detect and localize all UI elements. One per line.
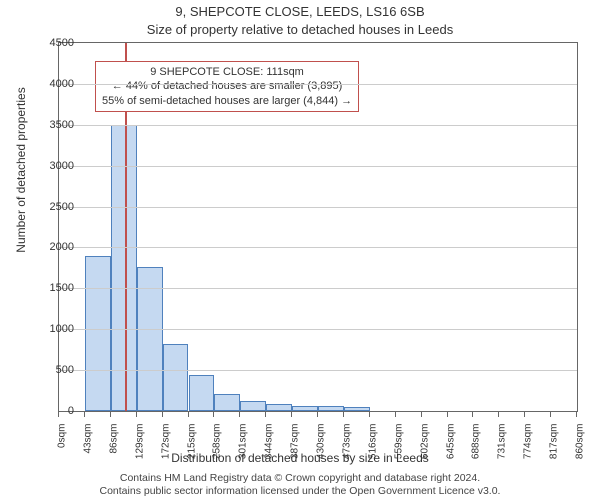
xtick-mark — [162, 412, 163, 417]
gridline-h — [59, 125, 577, 126]
xtick-mark — [576, 412, 577, 417]
xtick-label: 688sqm — [471, 424, 482, 474]
annotation-line1: 9 SHEPCOTE CLOSE: 111sqm — [102, 65, 352, 79]
histogram-bar — [266, 404, 292, 411]
chart-figure: 9, SHEPCOTE CLOSE, LEEDS, LS16 6SB Size … — [0, 0, 600, 500]
gridline-h — [59, 288, 577, 289]
xtick-mark — [498, 412, 499, 417]
xtick-mark — [421, 412, 422, 417]
xtick-mark — [110, 412, 111, 417]
xtick-mark — [524, 412, 525, 417]
xtick-mark — [447, 412, 448, 417]
xtick-mark — [58, 412, 59, 417]
xtick-label: 774sqm — [523, 424, 534, 474]
xtick-label: 43sqm — [82, 424, 93, 474]
footer-line1: Contains HM Land Registry data © Crown c… — [0, 472, 600, 485]
histogram-bar — [318, 406, 344, 411]
histogram-bar — [344, 407, 370, 411]
ytick-label: 2000 — [34, 241, 74, 253]
xtick-label: 129sqm — [134, 424, 145, 474]
ytick-label: 3500 — [34, 119, 74, 131]
xtick-mark — [343, 412, 344, 417]
xtick-mark — [550, 412, 551, 417]
ytick-label: 1000 — [34, 323, 74, 335]
chart-title: 9, SHEPCOTE CLOSE, LEEDS, LS16 6SB — [0, 4, 600, 19]
xtick-mark — [369, 412, 370, 417]
ytick-label: 1500 — [34, 282, 74, 294]
xtick-label: 731sqm — [497, 424, 508, 474]
xtick-mark — [395, 412, 396, 417]
histogram-bar — [85, 256, 111, 411]
xtick-label: 387sqm — [290, 424, 301, 474]
xtick-label: 258sqm — [212, 424, 223, 474]
xtick-label: 301sqm — [238, 424, 249, 474]
histogram-bar — [163, 344, 189, 411]
xtick-mark — [239, 412, 240, 417]
histogram-bar — [214, 394, 240, 411]
xtick-label: 344sqm — [264, 424, 275, 474]
ytick-label: 500 — [34, 364, 74, 376]
xtick-label: 817sqm — [549, 424, 560, 474]
footer-attribution: Contains HM Land Registry data © Crown c… — [0, 472, 600, 498]
xtick-mark — [84, 412, 85, 417]
gridline-h — [59, 166, 577, 167]
plot-area: 9 SHEPCOTE CLOSE: 111sqm ← 44% of detach… — [58, 42, 578, 412]
xtick-label: 0sqm — [57, 424, 68, 474]
annotation-line3: 55% of semi-detached houses are larger (… — [102, 94, 352, 108]
xtick-mark — [291, 412, 292, 417]
gridline-h — [59, 329, 577, 330]
ytick-label: 4500 — [34, 37, 74, 49]
histogram-bar — [292, 406, 318, 411]
gridline-h — [59, 84, 577, 85]
xtick-label: 860sqm — [575, 424, 586, 474]
y-axis-label: Number of detached properties — [14, 20, 28, 320]
xtick-mark — [472, 412, 473, 417]
histogram-bar — [111, 125, 137, 411]
histogram-bar — [189, 375, 215, 411]
chart-subtitle: Size of property relative to detached ho… — [0, 22, 600, 37]
xtick-label: 86sqm — [108, 424, 119, 474]
gridline-h — [59, 207, 577, 208]
xtick-label: 516sqm — [367, 424, 378, 474]
xtick-label: 172sqm — [160, 424, 171, 474]
ytick-label: 0 — [34, 405, 74, 417]
xtick-label: 215sqm — [186, 424, 197, 474]
xtick-mark — [317, 412, 318, 417]
xtick-label: 602sqm — [419, 424, 430, 474]
xtick-mark — [136, 412, 137, 417]
gridline-h — [59, 247, 577, 248]
annotation-line2: ← 44% of detached houses are smaller (3,… — [102, 79, 352, 93]
ytick-label: 4000 — [34, 78, 74, 90]
footer-line2: Contains public sector information licen… — [0, 485, 600, 498]
xtick-label: 430sqm — [316, 424, 327, 474]
xtick-label: 645sqm — [445, 424, 456, 474]
xtick-mark — [213, 412, 214, 417]
ytick-label: 2500 — [34, 201, 74, 213]
xtick-mark — [188, 412, 189, 417]
annotation-box: 9 SHEPCOTE CLOSE: 111sqm ← 44% of detach… — [95, 61, 359, 112]
histogram-bar — [240, 401, 266, 411]
xtick-label: 559sqm — [393, 424, 404, 474]
gridline-h — [59, 370, 577, 371]
xtick-label: 473sqm — [341, 424, 352, 474]
xtick-mark — [265, 412, 266, 417]
ytick-label: 3000 — [34, 160, 74, 172]
